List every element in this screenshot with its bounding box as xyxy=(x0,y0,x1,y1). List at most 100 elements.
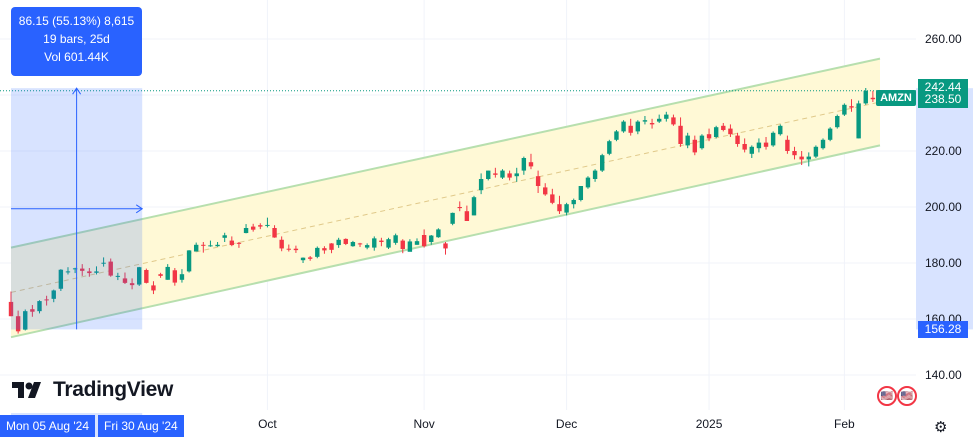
candle-body xyxy=(243,228,249,234)
candle-body xyxy=(500,170,505,178)
candle-body xyxy=(400,240,405,249)
candlestick-series xyxy=(0,88,916,334)
candle-body xyxy=(15,316,21,332)
candle-body xyxy=(614,131,619,140)
us-flag-icon[interactable]: 🇺🇸 xyxy=(877,386,897,406)
candle-body xyxy=(94,271,99,273)
candle-body xyxy=(307,257,313,259)
candle-body xyxy=(137,267,142,285)
regression-channel xyxy=(10,57,881,339)
candle-body xyxy=(315,247,320,257)
candle-body xyxy=(293,248,299,251)
candle-body xyxy=(443,243,448,249)
candle-body xyxy=(664,114,669,119)
candle-body xyxy=(685,135,690,146)
candle-body xyxy=(179,274,185,280)
candle-body xyxy=(151,285,156,291)
us-flag-icon[interactable]: 🇺🇸 xyxy=(897,386,917,406)
candle-body xyxy=(250,226,256,230)
candle-body xyxy=(585,177,591,188)
candle-body xyxy=(642,120,648,122)
candle-body xyxy=(58,269,64,289)
candle-body xyxy=(108,261,113,276)
candle-body xyxy=(713,127,719,137)
time-tick-label: Nov xyxy=(413,417,434,431)
time-tick-label: 2025 xyxy=(696,417,723,431)
channel-center-line xyxy=(10,101,881,293)
range-end-date: Fri 30 Aug '24 xyxy=(98,415,184,437)
range-start-date: Mon 05 Aug '24 xyxy=(0,415,96,437)
candle-body xyxy=(407,241,413,252)
candle-body xyxy=(571,200,576,205)
candle-body xyxy=(813,146,819,157)
candle-body xyxy=(678,125,683,144)
candle-body xyxy=(193,244,199,252)
candle-body xyxy=(51,290,56,299)
candle-body xyxy=(799,156,804,160)
candle-body xyxy=(65,271,71,273)
candle-body xyxy=(792,151,797,156)
range-low-price-label: 156.28 xyxy=(918,321,968,338)
candle-body xyxy=(87,271,92,274)
candle-body xyxy=(514,173,519,177)
candle-body xyxy=(129,283,135,286)
time-tick-label: Feb xyxy=(834,417,855,431)
candle-body xyxy=(30,309,35,312)
candle-body xyxy=(621,121,626,132)
price-tick-label: 180.00 xyxy=(925,256,962,270)
candle-body xyxy=(236,242,242,244)
candle-body xyxy=(122,278,128,283)
time-tick-label: Oct xyxy=(258,417,277,431)
candle-body xyxy=(386,239,391,248)
candle-body xyxy=(80,268,85,271)
candle-body xyxy=(564,204,569,213)
candle-body xyxy=(421,235,427,247)
symbol-tag[interactable]: AMZN xyxy=(876,90,916,106)
candle-body xyxy=(735,135,740,144)
candle-body xyxy=(272,228,277,238)
candle-body xyxy=(493,173,498,175)
candle-body xyxy=(478,179,484,191)
tradingview-logo-icon xyxy=(12,382,41,398)
tradingview-logo-text: TradingView xyxy=(53,378,174,401)
candle-body xyxy=(600,155,605,171)
time-axis[interactable]: Oct Nov Dec 2025 Feb xyxy=(258,417,855,431)
candle-body xyxy=(557,204,562,212)
candle-body xyxy=(756,142,762,149)
candle-body xyxy=(728,128,733,135)
candle-body xyxy=(23,311,28,330)
candle-body xyxy=(279,239,284,249)
settings-gear-icon[interactable]: ⚙ xyxy=(934,419,948,436)
candle-body xyxy=(429,235,434,242)
candle-body xyxy=(457,207,462,209)
channel-lower-line xyxy=(10,144,881,339)
candle-body xyxy=(414,241,420,245)
candle-body xyxy=(827,128,833,140)
candle-body xyxy=(72,268,78,270)
candle-body xyxy=(37,301,42,312)
candle-body xyxy=(706,134,712,139)
measure-arrow-head xyxy=(72,87,82,95)
tradingview-logo[interactable]: TradingView xyxy=(12,378,173,402)
candle-body xyxy=(699,135,705,149)
candle-body xyxy=(806,156,811,160)
candle-body xyxy=(208,245,213,247)
time-tick-label: Dec xyxy=(556,417,577,431)
candle-body xyxy=(201,244,206,246)
candle-body xyxy=(364,245,370,248)
candle-body xyxy=(749,146,754,154)
candle-body xyxy=(592,170,598,179)
candle-body xyxy=(336,239,341,246)
candle-body xyxy=(656,118,662,122)
candle-body xyxy=(742,144,747,150)
candle-body xyxy=(222,235,227,238)
candle-body xyxy=(607,141,612,154)
channel-fill xyxy=(11,58,880,338)
candle-body xyxy=(464,211,470,221)
candle-body xyxy=(721,125,726,130)
candle-body xyxy=(507,173,512,178)
candle-body xyxy=(265,224,270,226)
price-tick-label: 220.00 xyxy=(925,144,962,158)
